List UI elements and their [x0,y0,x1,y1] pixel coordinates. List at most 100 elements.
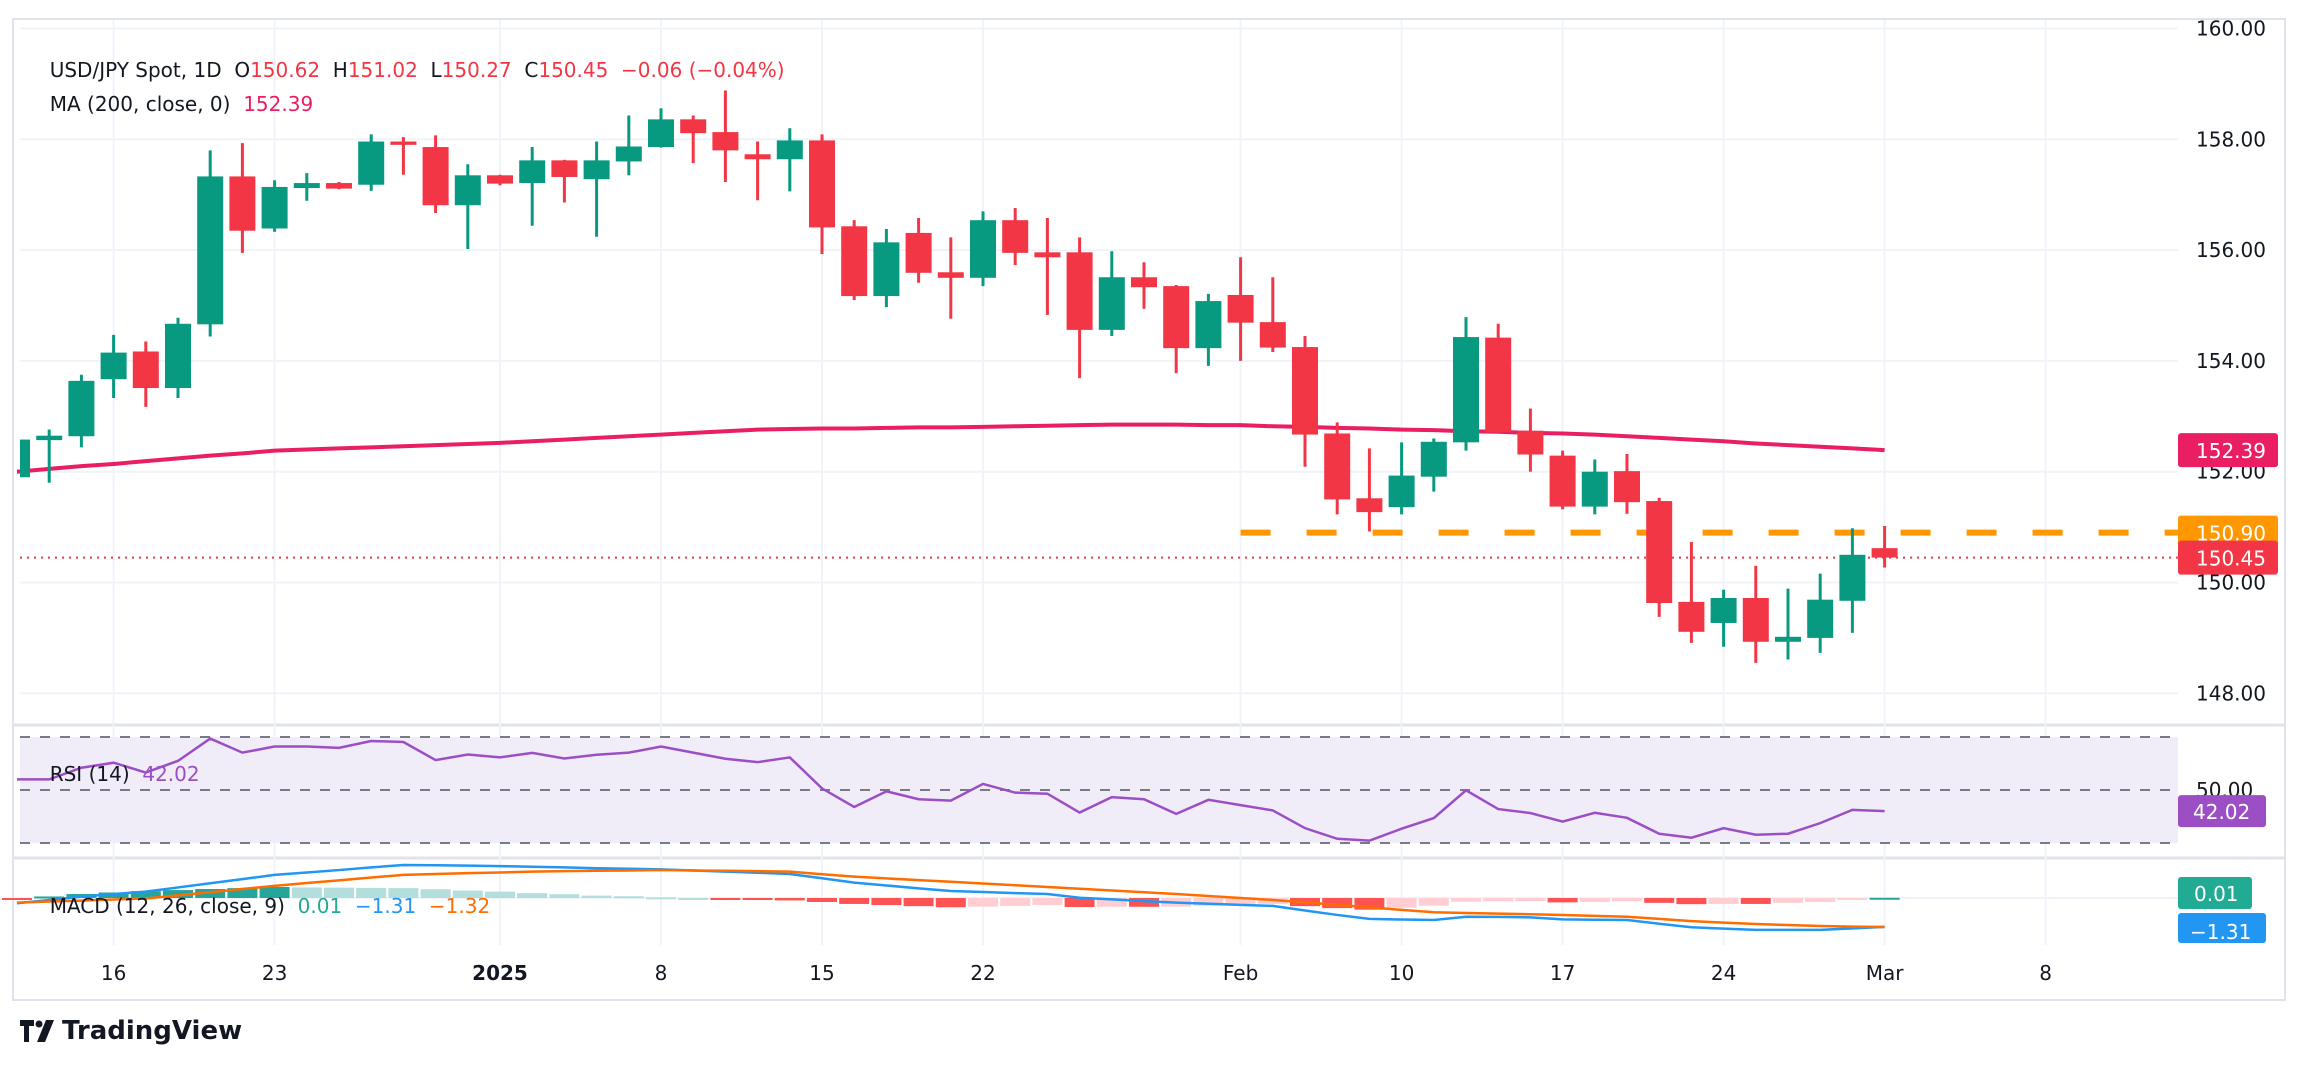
macd-histogram-bar [1805,898,1836,902]
high-value: 151.02 [347,58,418,82]
macd-histogram-bar [1773,898,1803,903]
macd-histogram-bar [1676,898,1707,905]
macd-histogram-bar [1418,898,1449,906]
ma-price-label: 152.39 [2196,439,2266,463]
candles-group [20,90,1898,663]
candle-body [680,119,707,134]
x-tick-label: 8 [2039,961,2052,985]
rsi-value-label: 42.02 [2193,800,2250,824]
x-tick-label: 2025 [472,961,528,985]
macd-histogram-bar [903,898,934,907]
candle-body [551,160,578,177]
last-price-label: 150.45 [2196,547,2266,571]
x-tick-label: 24 [1711,961,1736,985]
x-tick-label: 17 [1550,961,1575,985]
x-tick-label: 10 [1389,961,1414,985]
candle-body [1098,277,1125,330]
ma-label: MA (200, close, 0) [49,92,231,116]
macd-histogram-bar [871,898,902,906]
candle-body [1163,286,1190,349]
macd-histogram-bar [839,898,870,904]
candle-body [454,175,481,206]
candle-body [712,132,739,151]
macd-histogram-bar [485,891,515,898]
macd-histogram-bar [1032,898,1063,906]
close-value: 150.45 [538,58,609,82]
candle-body [1581,471,1608,507]
low-value: 150.27 [441,58,512,82]
rsi-line [17,737,1885,842]
ma-value: 152.39 [243,92,314,116]
y-tick-label: 148.00 [2196,681,2266,705]
macd-histogram-bar [1483,898,1514,902]
macd-histogram-bar [1322,898,1353,909]
macd-histogram-bar [549,894,580,898]
symbol-title[interactable]: USD/JPY Spot, 1D [49,58,222,82]
candle-body [261,186,288,229]
candle-body [422,147,449,206]
macd-histogram-bar [742,898,773,900]
candle-body [326,183,352,189]
candle-body [1807,599,1834,638]
last-price-label-box [2178,540,2278,575]
macd-histogram-bar [646,897,676,900]
candle-body [20,439,30,478]
ma-legend[interactable]: MA (200, close, 0) 152.39 [37,74,313,114]
candle-body [132,351,159,389]
x-tick-label: 8 [655,961,668,985]
macd-histogram-bar [1354,898,1385,910]
macd-signal-line [16,868,1885,929]
macd-histogram-bar [1644,898,1675,903]
macd-histogram-bar [388,888,419,898]
macd-histogram-bar [1064,898,1095,908]
candle-body [809,140,835,228]
macd-histogram-bar [678,898,709,900]
candle-body [1678,601,1705,632]
candle-body [970,220,996,278]
macd-histogram-bar [1837,898,1868,900]
macd-histogram-bar [291,887,322,898]
candle-body [744,154,771,160]
x-tick-label: Feb [1223,961,1258,985]
rsi-value: 42.02 [142,762,200,786]
candle-body [841,226,868,297]
macd-histogram-bar [163,890,193,898]
macd-value-box [2178,913,2266,943]
y-tick-label: 160.00 [2196,17,2266,41]
candle-body [1066,252,1093,330]
macd-line-value: −1.31 [354,894,417,918]
candle-body [1420,441,1447,477]
macd-label: MACD (12, 26, close, 9) [49,894,285,918]
macd-histogram-bar [1612,898,1642,902]
candle-body [648,119,674,148]
macd-histogram-bar [452,890,483,898]
macd-histogram-bar [1129,898,1159,907]
candle-body [1871,548,1898,558]
candle-body [1453,337,1479,443]
rsi-legend[interactable]: RSI (14) 42.02 [37,744,200,784]
ma-price-label-box [2178,433,2278,468]
candle-body [165,323,191,389]
change-value: −0.06 (−0.04%) [621,58,785,82]
macd-hist-label: 0.01 [2194,882,2239,906]
y-tick-label: 156.00 [2196,238,2266,262]
macd-signal-value: −1.32 [428,894,491,918]
macd-legend[interactable]: MACD (12, 26, close, 9) 0.01 −1.31 −1.32 [37,876,490,916]
candle-body [487,175,513,184]
open-label: O [234,58,251,82]
macd-histogram-bar [613,896,644,899]
macd-histogram-bar [1096,898,1127,907]
candle-body [1839,554,1866,601]
macd-histogram-bar [1579,898,1610,902]
x-tick-label: 23 [262,961,287,985]
candle-body [519,160,546,184]
candle-body [100,352,127,380]
low-label: L [430,58,442,82]
tradingview-logo[interactable]: TradingView [20,1016,242,1046]
candle-body [68,380,95,437]
tradingview-logo-text: TradingView [62,1016,243,1046]
candle-body [1485,337,1512,433]
close-label: C [524,58,539,82]
macd-histogram-bar [968,898,998,907]
